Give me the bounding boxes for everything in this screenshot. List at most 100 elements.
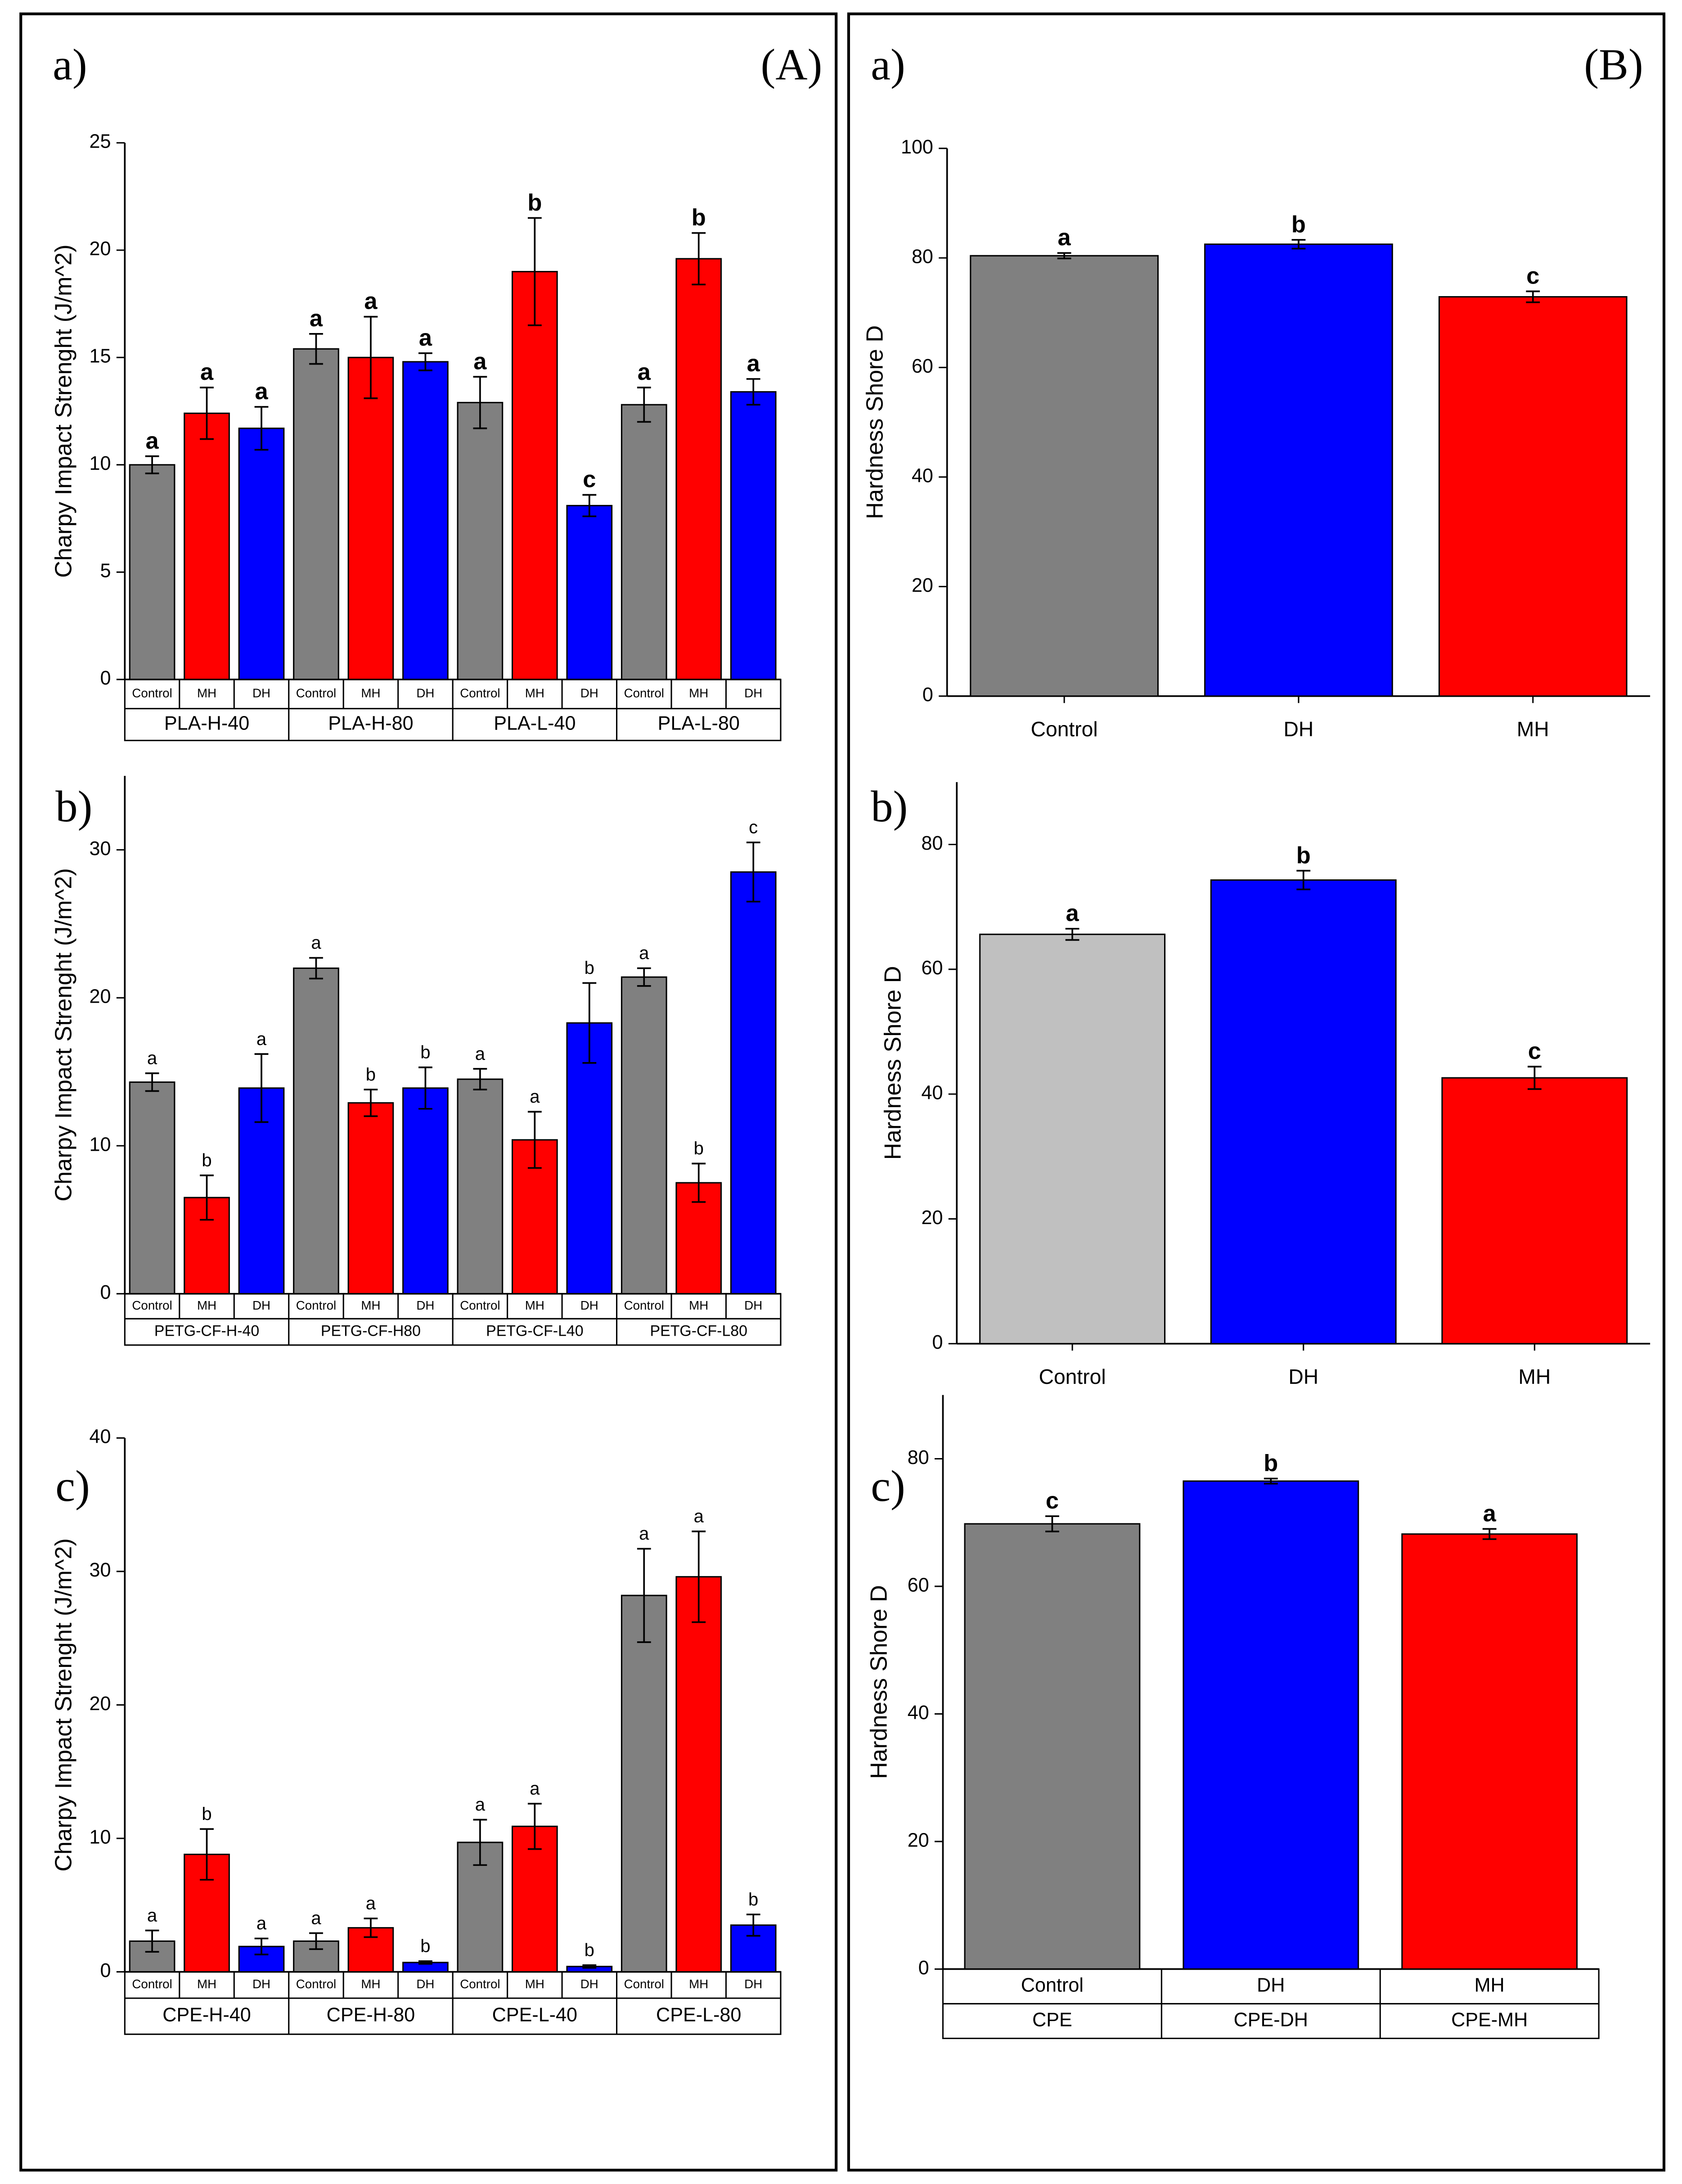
group-label: CPE-L-80 [656,2004,741,2026]
group-label: CPE-DH [1234,2009,1308,2031]
x-tick-label: DH [1288,1365,1318,1388]
bar [1210,879,1397,1345]
x-tick-label: Control [460,686,500,700]
significance-letter: b [527,189,542,216]
significance-letter: b [420,1936,430,1956]
significance-letter: a [147,1049,157,1068]
y-axis-label: Hardness Shore D [862,325,888,519]
significance-letter: a [311,1908,321,1928]
error-bar [582,982,597,1064]
x-tick-label: MH [361,686,380,700]
error-bar [746,378,760,406]
error-bar [1291,239,1306,250]
error-bar [582,1964,597,1969]
error-bar [309,333,323,365]
bar [730,871,777,1295]
significance-letter: b [1264,1450,1278,1476]
significance-letter: b [1296,842,1311,869]
x-tick-label: MH [197,1977,216,1991]
group-label: PLA-L-80 [658,712,740,734]
bar [512,1825,558,1973]
group-label: CPE-H-40 [162,2004,251,2026]
panel-label: c) [871,1462,905,1511]
x-tick-label: Control [132,686,172,700]
x-tick-label: Control [296,686,336,700]
error-bar [1065,928,1079,941]
bar [675,1576,722,1973]
significance-letter: c [1526,263,1539,289]
y-tick-label: 60 [912,356,933,377]
x-tick-label: DH [416,1298,434,1312]
significance-letter: a [530,1087,540,1107]
bar [347,356,394,680]
error-bar [1527,1066,1542,1090]
error-bar [200,387,214,440]
significance-letter: a [1058,225,1071,251]
bar [1204,243,1393,697]
x-tick-label: DH [744,1977,762,1991]
error-bar [254,406,269,451]
x-tick-label: MH [1517,717,1549,741]
bar [970,255,1159,697]
x-tick-label: MH [361,1298,380,1312]
significance-letter: b [692,205,706,231]
significance-letter: b [585,1941,594,1960]
error-bar [1482,1528,1497,1540]
error-bar [418,1960,432,1965]
bar [402,361,449,680]
x-tick-label: DH [416,1977,434,1991]
panel-label: a) [53,41,87,90]
y-tick-label: 20 [912,575,933,596]
y-tick-label: 40 [908,1702,929,1724]
significance-letter: a [473,348,487,374]
y-tick-label: 60 [908,1574,929,1596]
x-tick-label: MH [525,686,544,700]
bar [621,404,667,680]
x-tick-label: DH [1257,1974,1285,1996]
bar [675,258,722,680]
significance-letter: a [366,1894,376,1914]
y-tick-label: 40 [922,1082,943,1104]
x-tick-label: DH [252,1977,270,1991]
y-tick-label: 20 [90,986,111,1008]
y-axis-label: Hardness Shore D [866,1585,892,1779]
y-tick-label: 80 [908,1447,929,1468]
significance-letter: a [530,1779,540,1799]
significance-letter: c [583,467,596,493]
y-tick-label: 0 [100,1960,111,1981]
error-bar [637,967,651,987]
significance-letter: a [638,359,651,385]
x-tick-label: MH [525,1977,544,1991]
x-tick-label: DH [580,1977,598,1991]
significance-letter: a [146,428,159,454]
y-tick-label: 25 [90,131,111,153]
bar [293,967,339,1295]
significance-letter: a [364,288,378,315]
bar [566,504,613,680]
error-bar [692,1162,706,1203]
bar [1401,1533,1578,1970]
error-bar [364,315,378,399]
significance-letter: a [475,1044,486,1064]
bar [457,1078,504,1295]
y-tick-label: 80 [922,833,943,854]
group-label: PETG-CF-L80 [650,1323,747,1340]
significance-letter: c [1046,1488,1059,1514]
x-tick-label: MH [197,686,216,700]
group-label: CPE-MH [1451,2009,1528,2031]
x-tick-label: DH [580,1298,598,1312]
group-label: PETG-CF-L40 [486,1323,583,1340]
x-tick-label: Control [1031,717,1098,741]
error-bar [473,1068,487,1090]
y-tick-label: 20 [90,238,111,260]
panel-label: b) [55,782,92,831]
x-tick-label: DH [744,686,762,700]
bar [347,1102,394,1295]
significance-letter: b [420,1043,430,1063]
y-tick-label: 30 [90,1559,111,1581]
error-bar [200,1174,214,1221]
error-bar [254,1937,269,1955]
significance-letter: a [419,325,432,351]
bar [621,976,667,1295]
group-label: CPE [1032,2009,1072,2031]
